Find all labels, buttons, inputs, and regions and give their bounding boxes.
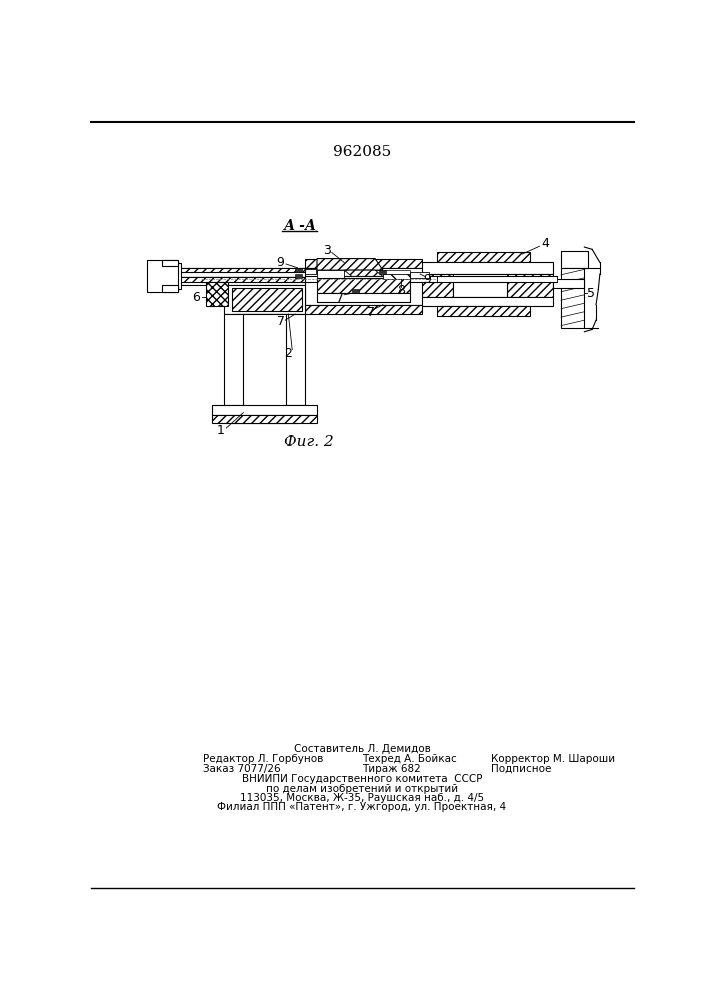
Polygon shape: [232, 413, 298, 423]
Text: 7: 7: [367, 306, 375, 319]
Text: 7: 7: [337, 292, 344, 305]
Polygon shape: [162, 263, 182, 289]
Polygon shape: [437, 306, 530, 316]
Polygon shape: [235, 314, 293, 413]
Text: Фиг. 2: Фиг. 2: [284, 435, 334, 449]
Polygon shape: [212, 405, 317, 415]
Polygon shape: [206, 282, 228, 306]
Text: 7: 7: [276, 315, 285, 328]
Text: 4: 4: [542, 237, 549, 250]
Text: 9: 9: [423, 273, 431, 286]
Polygon shape: [507, 274, 554, 297]
Text: 2: 2: [284, 347, 292, 360]
Text: 8: 8: [397, 284, 404, 297]
Text: 6: 6: [192, 291, 200, 304]
Polygon shape: [162, 285, 177, 292]
Text: Тираж 682: Тираж 682: [362, 764, 421, 774]
Text: по делам изобретений и открытий: по делам изобретений и открытий: [266, 784, 458, 794]
Polygon shape: [286, 314, 305, 405]
Polygon shape: [317, 278, 410, 293]
Bar: [296, 268, 303, 272]
Polygon shape: [224, 285, 305, 314]
Polygon shape: [561, 268, 585, 328]
Polygon shape: [177, 277, 305, 282]
Text: 1: 1: [216, 424, 224, 437]
Text: 113035, Москва, Ж-35, Раушская наб., д. 4/5: 113035, Москва, Ж-35, Раушская наб., д. …: [240, 793, 484, 803]
Polygon shape: [298, 269, 316, 274]
Polygon shape: [232, 288, 301, 311]
Polygon shape: [414, 262, 554, 274]
Polygon shape: [201, 276, 437, 282]
Polygon shape: [305, 268, 421, 305]
Polygon shape: [383, 274, 410, 279]
Bar: [296, 274, 303, 278]
Polygon shape: [561, 251, 588, 268]
Text: А -А: А -А: [284, 219, 317, 233]
Polygon shape: [317, 270, 410, 302]
Text: 9: 9: [276, 256, 284, 269]
Polygon shape: [317, 293, 410, 302]
Polygon shape: [224, 314, 243, 405]
Text: Техред А. Бойкас: Техред А. Бойкас: [362, 754, 457, 764]
Text: Заказ 7077/26: Заказ 7077/26: [203, 764, 281, 774]
Text: Составитель Л. Демидов: Составитель Л. Демидов: [293, 744, 431, 754]
Text: Филиал ППП «Патент», г. Ужгород, ул. Проектная, 4: Филиал ППП «Патент», г. Ужгород, ул. Про…: [217, 802, 506, 812]
Polygon shape: [317, 259, 383, 270]
Polygon shape: [162, 260, 177, 266]
Polygon shape: [146, 260, 177, 292]
Polygon shape: [437, 276, 557, 282]
Text: 5: 5: [587, 287, 595, 300]
Bar: [379, 270, 386, 274]
Text: 3: 3: [323, 244, 331, 257]
Text: Подписное: Подписное: [491, 764, 551, 774]
Bar: [352, 289, 359, 293]
Polygon shape: [410, 272, 429, 278]
Polygon shape: [317, 270, 344, 278]
Polygon shape: [177, 268, 305, 272]
Polygon shape: [243, 314, 286, 414]
Polygon shape: [437, 252, 530, 262]
Polygon shape: [212, 415, 317, 423]
Polygon shape: [452, 274, 507, 297]
Polygon shape: [162, 268, 305, 277]
Text: 962085: 962085: [333, 145, 391, 159]
Text: ВНИИПИ Государственного комитета  СССР: ВНИИПИ Государственного комитета СССР: [242, 774, 482, 784]
Polygon shape: [414, 297, 554, 306]
Polygon shape: [414, 274, 452, 297]
Text: Корректор М. Шароши: Корректор М. Шароши: [491, 754, 616, 764]
Text: Редактор Л. Горбунов: Редактор Л. Горбунов: [203, 754, 323, 764]
Polygon shape: [305, 259, 421, 268]
Polygon shape: [344, 270, 383, 276]
Polygon shape: [162, 277, 305, 285]
Polygon shape: [554, 279, 585, 288]
Polygon shape: [305, 305, 421, 314]
